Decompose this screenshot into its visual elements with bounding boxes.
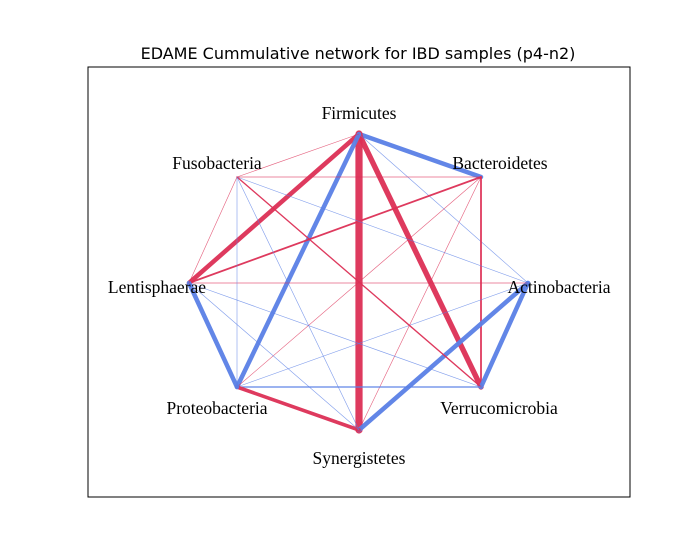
edge-actinobacteria-synergistetes xyxy=(356,280,531,433)
edge-firmicutes-actinobacteria xyxy=(358,133,529,284)
node-label-actinobacteria: Actinobacteria xyxy=(507,277,610,297)
axes-frame xyxy=(87,66,631,498)
node-label-proteobacteria: Proteobacteria xyxy=(166,398,267,418)
edge-actinobacteria-fusobacteria xyxy=(236,176,529,284)
node-label-bacteroidetes: Bacteroidetes xyxy=(452,153,547,173)
edge-synergistetes-proteobacteria xyxy=(235,385,361,432)
edge-bacteroidetes-lentisphaerae xyxy=(188,176,482,284)
edge-firmicutes-bacteroidetes xyxy=(356,131,484,180)
node-label-fusobacteria: Fusobacteria xyxy=(172,153,262,173)
edge-verrucomicrobia-lentisphaerae xyxy=(188,282,482,388)
edge-proteobacteria-lentisphaerae xyxy=(186,280,240,390)
node-labels-group: Firmicutes Bacteroidetes Actinobacteria Ver… xyxy=(108,103,611,468)
edges-group xyxy=(186,130,531,434)
node-label-lentisphaerae: Lentisphaerae xyxy=(108,277,206,297)
edge-actinobacteria-verrucomicrobia xyxy=(478,280,531,390)
edge-verrucomicrobia-fusobacteria xyxy=(236,176,482,388)
edge-synergistetes-lentisphaerae xyxy=(188,282,360,431)
edge-firmicutes-proteobacteria xyxy=(234,131,362,390)
edge-firmicutes-fusobacteria xyxy=(236,133,360,178)
edge-bacteroidetes-synergistetes xyxy=(358,176,482,431)
node-label-synergistetes: Synergistetes xyxy=(312,448,405,468)
node-label-verrucomicrobia: Verrucomicrobia xyxy=(440,398,558,418)
edge-lentisphaerae-fusobacteria xyxy=(188,176,238,284)
chart-title: EDAME Cummulative network for IBD sample… xyxy=(141,44,576,63)
node-label-firmicutes: Firmicutes xyxy=(322,103,397,123)
edge-actinobacteria-proteobacteria xyxy=(236,282,529,388)
edge-synergistetes-fusobacteria xyxy=(236,176,360,431)
edge-firmicutes-verrucomicrobia xyxy=(356,131,484,390)
